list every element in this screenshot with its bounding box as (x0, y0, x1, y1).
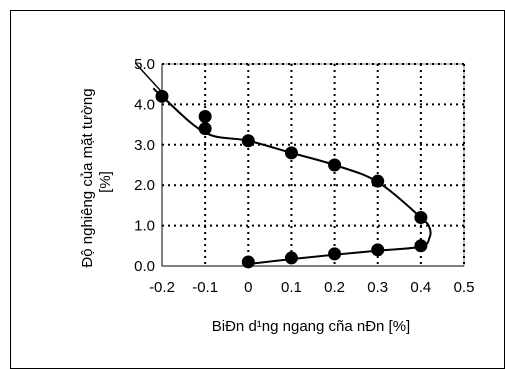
grid (162, 63, 465, 266)
data-point (284, 251, 298, 265)
x-tick-label: 0.3 (367, 279, 388, 296)
y-tick-label: 3.0 (134, 137, 155, 154)
y-axis-label-line1: Độ nghiêng của mặt tường (79, 88, 96, 267)
plot-area (161, 63, 465, 267)
chart-svg: -0.2 -0.1 0 0.1 0.2 0.3 0.4 0.5 0.0 1.0 2.0 3.0 4.0 5… (79, 56, 474, 335)
tick-labels: -0.2 -0.1 0 0.1 0.2 0.3 0.4 0.5 0.0 1.0 2.0 3.0 4.0 5… (134, 56, 474, 296)
x-tick-label: 0 (244, 279, 252, 296)
data-point (371, 243, 385, 257)
y-tick-label: 5.0 (134, 56, 155, 73)
x-axis-label: BiÐn d¹ng ngang cña nÐn [%] (212, 318, 410, 335)
data-point (414, 211, 428, 225)
y-axis-label: Độ nghiêng của mặt tường [%] (79, 88, 114, 267)
data-point (371, 174, 385, 188)
data-point (241, 134, 255, 148)
x-tick-label: -0.1 (192, 279, 218, 296)
y-axis-label-line2: [%] (97, 171, 114, 193)
x-tick-label: 0.4 (410, 279, 431, 296)
data-point (414, 239, 428, 253)
data-points (155, 89, 428, 269)
y-tick-label: 1.0 (134, 218, 155, 235)
x-tick-label: 0.1 (281, 279, 302, 296)
x-tick-label: -0.2 (149, 279, 175, 296)
data-point (241, 255, 255, 269)
extra-line (135, 63, 163, 93)
data-point (284, 146, 298, 160)
data-point (328, 247, 342, 261)
x-tick-label: 0.2 (324, 279, 345, 296)
data-point (198, 122, 212, 136)
data-point (328, 158, 342, 172)
data-point (155, 89, 169, 103)
data-point (198, 110, 212, 124)
y-tick-label: 2.0 (134, 177, 155, 194)
chart-frame: -0.2 -0.1 0 0.1 0.2 0.3 0.4 0.5 0.0 1.0 2.0 3.0 4.0 5… (10, 10, 505, 369)
x-tick-label: 0.5 (454, 279, 475, 296)
y-tick-label: 0.0 (134, 258, 155, 275)
y-tick-label: 4.0 (134, 96, 155, 113)
